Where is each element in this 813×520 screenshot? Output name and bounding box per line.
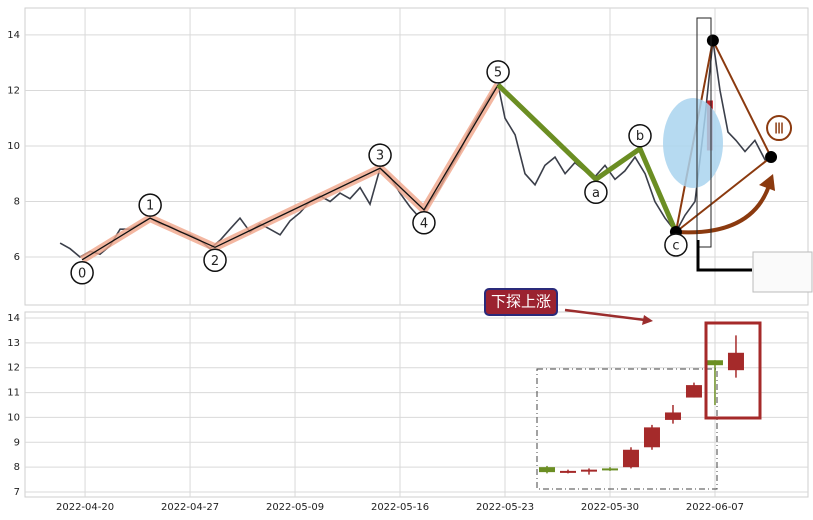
- focus-box: [696, 17, 712, 248]
- x-tick-label: 2022-05-23: [476, 502, 534, 513]
- y-tick-label: 11: [7, 388, 20, 399]
- annotation-arrowhead: [642, 315, 653, 325]
- wave-label: b: [636, 129, 644, 144]
- breakout-box: [704, 321, 762, 420]
- correction-line: [496, 83, 679, 233]
- projection-arc: [675, 178, 773, 235]
- wave-label: a: [592, 186, 600, 201]
- candle-body: [685, 385, 702, 398]
- candle-body: [580, 469, 597, 472]
- candle-body: [601, 468, 618, 471]
- wave-label-ring: [664, 233, 688, 257]
- annotation: 下探上涨: [491, 293, 551, 311]
- highlight-ellipse: [663, 98, 723, 188]
- wave-label-ring: [368, 143, 392, 167]
- thumbnail: [752, 251, 813, 293]
- candle-body: [727, 352, 744, 371]
- wave-label-ring: [138, 193, 162, 217]
- x-tick-label: 2022-06-07: [686, 502, 744, 513]
- bottom-panel: [24, 311, 809, 498]
- candle-body: [706, 360, 723, 366]
- candle-body: [539, 467, 555, 473]
- y-tick-label: 10: [7, 412, 20, 423]
- y-tick-label: 8: [14, 462, 20, 473]
- wave-label-ring: [486, 60, 510, 84]
- y-tick-label: 8: [14, 196, 20, 207]
- annotation-arrow: [564, 308, 646, 322]
- wave-label: c: [672, 238, 679, 253]
- projection-arrowhead: [759, 174, 776, 192]
- wave-label-ring: [628, 123, 652, 148]
- candle-body: [664, 412, 681, 420]
- projection-point: [765, 151, 778, 164]
- x-tick-label: 2022-05-16: [371, 502, 429, 513]
- consolidation-box: [536, 368, 718, 490]
- y-tick-label: 14: [7, 313, 20, 324]
- x-tick-label: 2022-04-20: [56, 502, 114, 513]
- wave-label: Ⅲ: [774, 120, 784, 138]
- top-panel: [24, 7, 809, 306]
- wave-label: 4: [420, 216, 428, 231]
- wave-label: 3: [376, 149, 384, 164]
- wave-label: 0: [78, 266, 86, 281]
- projection-point: [706, 34, 719, 47]
- wave-label-ring: [203, 248, 227, 273]
- candle-body: [622, 449, 639, 468]
- x-tick-label: 2022-05-30: [581, 502, 639, 513]
- wave-label-ring: [412, 211, 436, 235]
- wave-label-ring: [70, 261, 94, 285]
- candle-body: [559, 470, 576, 473]
- impulse-line: [81, 84, 499, 261]
- impulse-band: [80, 82, 502, 264]
- x-tick-label: 2022-05-09: [266, 502, 324, 513]
- wave-label: 2: [211, 254, 219, 269]
- y-tick-label: 7: [14, 487, 20, 498]
- annotation-box: [484, 288, 558, 316]
- x-tick-label: 2022-04-27: [161, 502, 219, 513]
- y-tick-label: 6: [14, 252, 20, 263]
- wave-label: 1: [146, 199, 154, 214]
- y-tick-label: 9: [14, 437, 20, 448]
- pointer-line: [696, 240, 752, 272]
- y-tick-label: 10: [7, 141, 20, 152]
- y-tick-label: 13: [7, 338, 20, 349]
- candle-body: [643, 427, 660, 448]
- y-tick-label: 14: [7, 30, 20, 41]
- y-tick-label: 12: [7, 85, 20, 96]
- wave-label-ring: [766, 115, 793, 142]
- wave-label-ring: [584, 180, 608, 205]
- wave-label: 5: [494, 65, 502, 80]
- y-tick-label: 12: [7, 363, 20, 374]
